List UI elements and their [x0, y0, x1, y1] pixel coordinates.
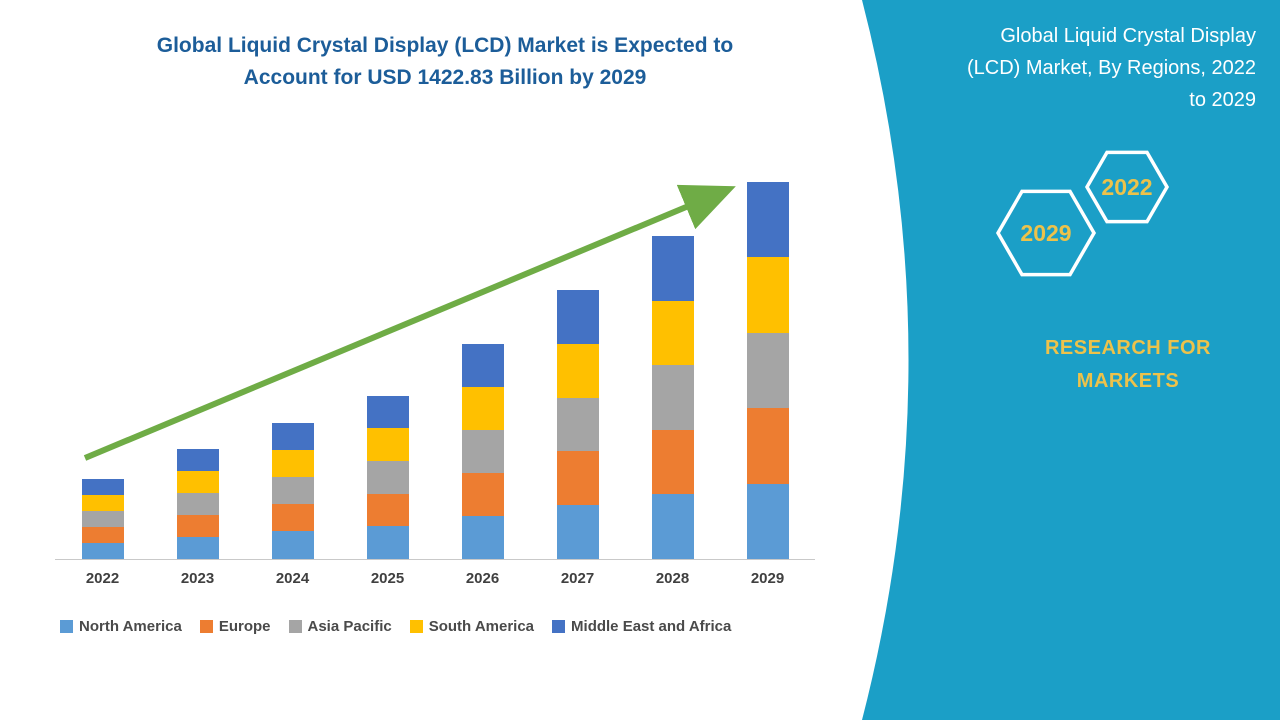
legend-label: North America — [79, 618, 182, 635]
bar-column-2024 — [245, 180, 340, 559]
stacked-bar-2026 — [461, 344, 504, 559]
bar-column-2027 — [530, 180, 625, 559]
stacked-bar-2023 — [176, 449, 219, 559]
bar-segment — [746, 483, 789, 559]
hexagon-2029-badge — [995, 189, 1097, 277]
bar-column-2025 — [340, 180, 435, 559]
bar-segment — [366, 428, 409, 461]
bar-segment — [81, 542, 124, 559]
bar-segment — [81, 479, 124, 495]
bar-segment — [366, 493, 409, 527]
legend-swatch — [199, 620, 213, 633]
bar-segment — [556, 505, 599, 559]
bar-segment — [366, 396, 409, 429]
legend-swatch — [60, 620, 73, 633]
legend-item: North America — [60, 618, 182, 635]
bar-segment — [556, 290, 599, 344]
stacked-bar-2027 — [556, 290, 599, 559]
bar-segment — [81, 510, 124, 527]
bar-segment — [271, 423, 314, 451]
bar-segment — [651, 236, 694, 301]
stacked-bar-2028 — [651, 236, 694, 559]
bar-segment — [271, 531, 314, 559]
side-panel-title: Global Liquid Crystal Display (LCD) Mark… — [886, 20, 1256, 116]
bar-segment — [81, 494, 124, 511]
bar-segment — [176, 449, 219, 471]
side-panel-background: 2029 2022 — [862, 0, 1280, 720]
bar-segment — [176, 536, 219, 559]
x-axis-label: 2029 — [750, 570, 785, 587]
bar-column-2022 — [55, 180, 150, 559]
bar-segment — [746, 408, 789, 484]
bar-segment — [461, 430, 504, 474]
legend-label: Europe — [218, 618, 271, 635]
bar-segment — [271, 477, 314, 505]
brand-text-line-2: MARKETS — [1076, 370, 1180, 392]
bar-column-2029 — [720, 180, 815, 559]
bar-segment — [176, 492, 219, 515]
x-axis-label: 2024 — [275, 570, 310, 587]
side-panel-title-line-3: to 2029 — [1189, 89, 1256, 111]
legend-item: Europe — [199, 618, 271, 635]
legend: North America Europe Asia Pacific South Ame… — [60, 618, 731, 635]
bar-column-2028 — [625, 180, 720, 559]
bar-segment — [556, 451, 599, 506]
x-axis-label: 2025 — [370, 570, 405, 587]
legend-swatch — [552, 620, 566, 633]
bar-segment — [556, 343, 599, 398]
bar-segment — [176, 514, 219, 537]
stacked-bar-chart — [55, 180, 815, 560]
bar-segment — [746, 257, 789, 333]
stacked-bar-2024 — [271, 423, 314, 559]
bar-column-2023 — [150, 180, 245, 559]
legend-item: South America — [409, 618, 535, 635]
x-axis-label: 2026 — [465, 570, 500, 587]
legend-label: Asia Pacific — [307, 618, 392, 635]
bar-segment — [651, 365, 694, 430]
side-panel-title-line-2: (LCD) Market, By Regions, 2022 — [966, 57, 1256, 79]
legend-swatch — [288, 620, 302, 633]
x-axis: 2022 2023 2024 2025 2026 2027 2028 2029 — [55, 570, 815, 587]
bar-segment — [651, 494, 694, 559]
hexagon-2022-badge — [1084, 150, 1170, 224]
legend-label: Middle East and Africa — [571, 618, 732, 635]
bar-segment — [81, 526, 124, 543]
legend-item: Asia Pacific — [288, 618, 392, 635]
side-panel-title-line-1: Global Liquid Crystal Display — [1000, 25, 1256, 47]
x-axis-label: 2028 — [655, 570, 690, 587]
bar-segment — [461, 473, 504, 517]
bar-segment — [556, 397, 599, 452]
hexagon-2022-label: 2022 — [1101, 174, 1152, 200]
bar-segment — [366, 460, 409, 494]
bar-segment — [176, 470, 219, 493]
bar-segment — [271, 504, 314, 532]
stacked-bar-2029 — [746, 181, 789, 559]
bar-segment — [746, 181, 789, 258]
stacked-bar-2022 — [81, 479, 124, 559]
bar-segment — [461, 516, 504, 559]
brand-text-line-1: RESEARCH FOR — [1044, 337, 1211, 359]
stacked-bar-2025 — [366, 396, 409, 559]
bar-segment — [271, 450, 314, 478]
bar-column-2026 — [435, 180, 530, 559]
legend-item: Middle East and Africa — [552, 618, 731, 635]
legend-label: South America — [428, 618, 535, 635]
bar-segment — [746, 332, 789, 408]
bar-segment — [461, 387, 504, 431]
x-axis-label: 2023 — [180, 570, 215, 587]
x-axis-label: 2027 — [560, 570, 595, 587]
bar-segment — [651, 429, 694, 495]
hexagon-2029-label: 2029 — [1020, 220, 1071, 246]
bar-segment — [651, 300, 694, 366]
page-title: Global Liquid Crystal Display (LCD) Mark… — [110, 30, 780, 93]
page-title-line-1: Global Liquid Crystal Display (LCD) Mark… — [156, 34, 734, 57]
side-panel: 2029 2022 Global Liquid Crystal Display … — [850, 0, 1280, 720]
x-axis-label: 2022 — [85, 570, 120, 587]
brand-text: RESEARCH FOR MARKETS — [978, 332, 1278, 398]
bar-segment — [366, 526, 409, 559]
legend-swatch — [409, 620, 423, 633]
bar-segment — [461, 344, 504, 388]
page-title-line-2: Account for USD 1422.83 Billion by 2029 — [243, 65, 647, 89]
